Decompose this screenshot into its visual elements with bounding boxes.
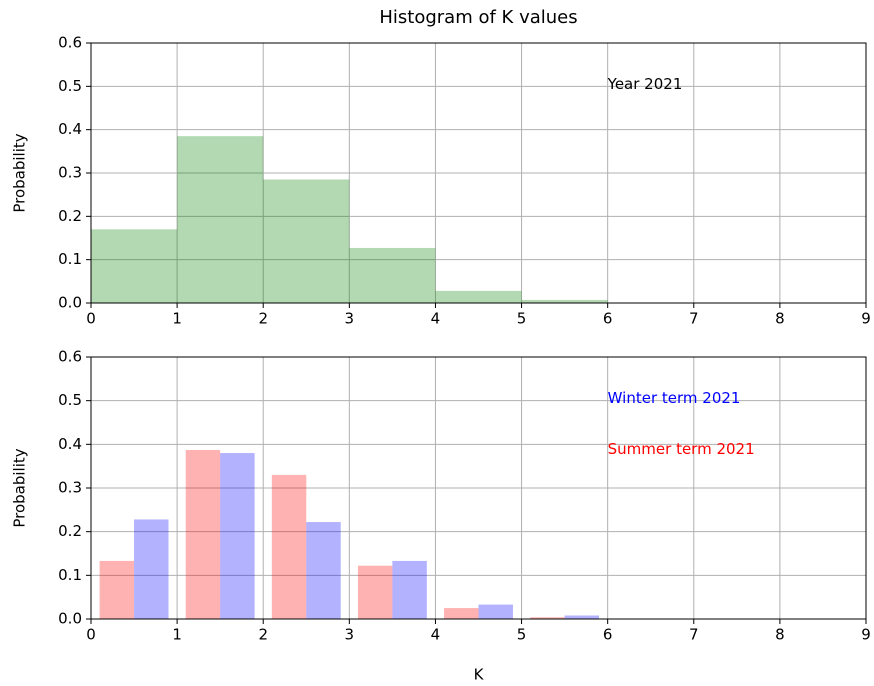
x-tick-label: 0: [86, 626, 96, 644]
y-tick-label: 0.1: [58, 250, 82, 268]
y-tick-label: 0.1: [58, 566, 82, 584]
x-tick-label: 9: [861, 310, 871, 328]
y-tick-label: 0.4: [58, 120, 82, 138]
y-tick-label: 0.3: [58, 164, 82, 182]
bar: [357, 565, 393, 619]
chart-title: Histogram of K values: [379, 7, 577, 28]
x-axis-label: K: [474, 666, 485, 684]
bar: [99, 560, 135, 619]
x-tick-label: 4: [431, 626, 441, 644]
bar: [263, 179, 350, 303]
y-tick-label: 0.0: [58, 610, 82, 628]
y-axis-label: Probability: [11, 133, 29, 212]
bar: [349, 247, 436, 303]
x-tick-label: 6: [603, 626, 613, 644]
bar: [521, 299, 608, 303]
x-tick-label: 1: [172, 310, 182, 328]
x-tick-label: 6: [603, 310, 613, 328]
legend-label: Year 2021: [607, 75, 683, 93]
x-tick-label: 2: [258, 626, 268, 644]
x-tick-label: 7: [689, 310, 699, 328]
x-tick-label: 5: [517, 310, 527, 328]
x-tick-label: 3: [345, 626, 355, 644]
y-tick-label: 0.5: [58, 77, 82, 95]
y-tick-label: 0.4: [58, 435, 82, 453]
plot-frame: [90, 356, 867, 620]
bar: [564, 615, 600, 619]
x-tick-label: 1: [172, 626, 182, 644]
x-tick-label: 8: [775, 626, 785, 644]
x-tick-label: 0: [86, 310, 96, 328]
bar: [271, 474, 307, 619]
x-tick-label: 5: [517, 626, 527, 644]
y-axis-label: Probability: [11, 448, 29, 527]
y-tick-label: 0.2: [58, 207, 82, 225]
y-tick-label: 0.3: [58, 479, 82, 497]
bar: [91, 229, 178, 303]
bar: [392, 560, 427, 619]
bar: [306, 522, 341, 619]
bar: [185, 450, 221, 619]
bar: [444, 608, 479, 619]
x-tick-label: 9: [861, 626, 871, 644]
bar: [435, 290, 522, 303]
y-tick-label: 0.2: [58, 522, 82, 540]
y-tick-label: 0.6: [58, 348, 82, 366]
bar: [177, 136, 264, 303]
x-tick-label: 8: [775, 310, 785, 328]
bar: [220, 453, 255, 619]
plot-frame: [90, 42, 867, 304]
y-tick-label: 0.6: [58, 34, 82, 52]
x-tick-label: 2: [258, 310, 268, 328]
legend-label: Winter term 2021: [608, 389, 741, 407]
x-tick-label: 3: [345, 310, 355, 328]
bar: [530, 617, 565, 619]
legend-label: Summer term 2021: [608, 440, 755, 458]
x-tick-label: 7: [689, 626, 699, 644]
y-tick-label: 0.5: [58, 391, 82, 409]
y-tick-label: 0.0: [58, 294, 82, 312]
bar: [134, 519, 169, 619]
x-tick-label: 4: [431, 310, 441, 328]
bar: [478, 604, 513, 619]
